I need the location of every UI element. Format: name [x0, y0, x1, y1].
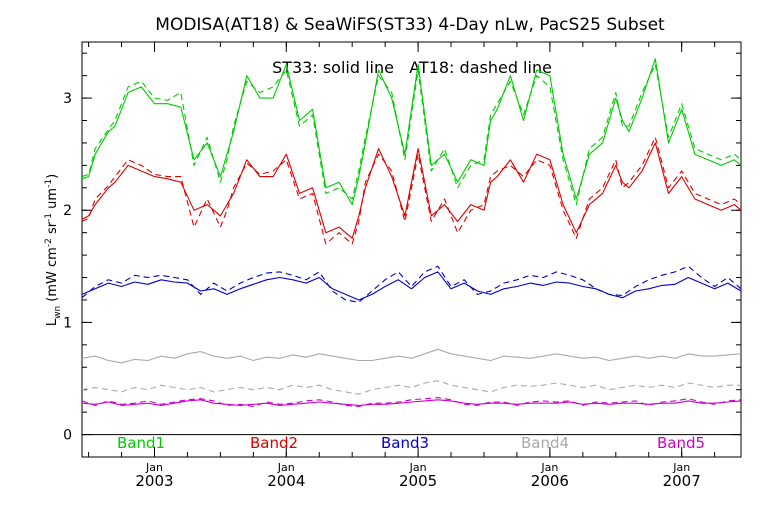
y-axis-label-main: L: [45, 318, 60, 326]
series-line-band5-at18: [81, 397, 742, 408]
legend-label-band1: Band1: [117, 434, 165, 452]
legend-label-band2: Band2: [250, 434, 298, 452]
series-line-band3-at18: [81, 265, 742, 303]
x-tick-year: 2003: [135, 472, 173, 490]
series-line-band3-st33: [81, 271, 742, 301]
y-tick-label: 3: [63, 91, 72, 107]
y-axis-label-sup3: -1: [44, 179, 54, 188]
series-line-band5-st33: [81, 399, 742, 406]
y-axis-label-mid1: sr: [45, 221, 60, 238]
x-tick-month: Jan: [409, 461, 427, 474]
svg-text:Lwn (mW cm-2 sr-1 um-1): Lwn (mW cm-2 sr-1 um-1): [44, 174, 63, 326]
plot-area: 0123Jan2003Jan2004Jan2005Jan2006Jan2007B…: [63, 41, 742, 490]
line-style-annotation: ST33: solid line AT18: dashed line: [272, 58, 552, 77]
x-tick-month: Jan: [672, 461, 690, 474]
y-axis-label-units-open: (mW cm: [45, 247, 60, 306]
legend-label-band4: Band4: [521, 434, 569, 452]
series-line-band1-at18: [81, 63, 742, 206]
y-axis-label-mid2: um: [45, 188, 60, 213]
chart-title: MODISA(AT18) & SeaWiFS(ST33) 4-Day nLw, …: [155, 15, 665, 35]
y-axis-label-close: ): [45, 174, 60, 179]
series-line-band4-at18: [81, 380, 741, 395]
y-tick-label: 0: [63, 428, 72, 444]
x-tick-month: Jan: [277, 461, 295, 474]
plot-frame: [81, 41, 742, 458]
y-axis-label: Lwn (mW cm-2 sr-1 um-1): [44, 174, 63, 326]
series-line-band4-st33: [81, 348, 742, 364]
series-line-band1-st33: [81, 58, 742, 206]
y-axis-label-sup1: -2: [44, 238, 54, 247]
x-tick-year: 2005: [399, 472, 437, 490]
legend-label-band3: Band3: [381, 434, 429, 452]
series-line-band2-at18: [81, 136, 742, 245]
x-tick-month: Jan: [145, 461, 163, 474]
x-tick-year: 2004: [267, 472, 305, 490]
legend-label-band5: Band5: [657, 434, 705, 452]
x-tick-year: 2006: [531, 472, 569, 490]
y-tick-label: 2: [63, 203, 72, 219]
x-tick-month: Jan: [540, 461, 558, 474]
y-tick-label: 1: [63, 315, 72, 331]
y-axis-label-sup2: -1: [44, 213, 54, 222]
x-tick-year: 2007: [663, 472, 701, 490]
y-axis-label-sub: wn: [53, 306, 63, 319]
